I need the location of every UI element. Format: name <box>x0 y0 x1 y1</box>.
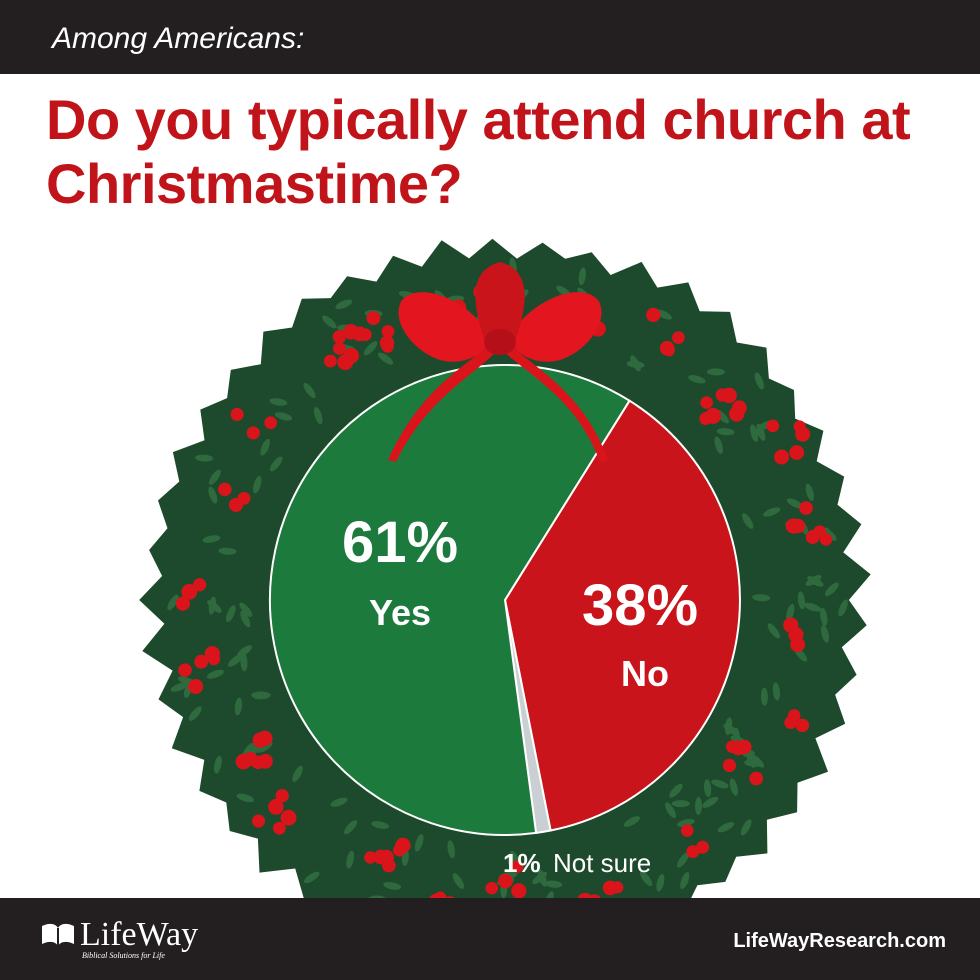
pie-slice-yes <box>269 364 631 836</box>
lifeway-logo-icon <box>40 920 76 955</box>
logo-text: LifeWay <box>80 916 199 953</box>
label-no-name: No <box>621 653 669 694</box>
label-notsure-value: 1% <box>503 848 541 878</box>
chart-title: Do you typically attend church at Christ… <box>46 88 911 215</box>
pie-slice-no <box>503 399 741 832</box>
lifeway-logo: LifeWay <box>40 918 198 955</box>
pie-labels: 61% Yes 38% No 1% Not sure <box>342 510 698 878</box>
label-yes-name: Yes <box>369 592 431 633</box>
logo-tagline: Biblical Solutions for Life <box>82 951 165 960</box>
footer-band <box>0 898 980 980</box>
header-band <box>0 0 980 74</box>
ribbon-bow-icon <box>388 262 608 462</box>
header-kicker: Among Americans: <box>52 22 305 55</box>
label-no-value: 38% <box>582 573 698 638</box>
website-link[interactable]: LifeWayResearch.com <box>733 930 946 952</box>
pie-slices <box>269 364 741 836</box>
label-notsure-name: Not sure <box>553 848 651 878</box>
label-yes-value: 61% <box>342 510 458 575</box>
